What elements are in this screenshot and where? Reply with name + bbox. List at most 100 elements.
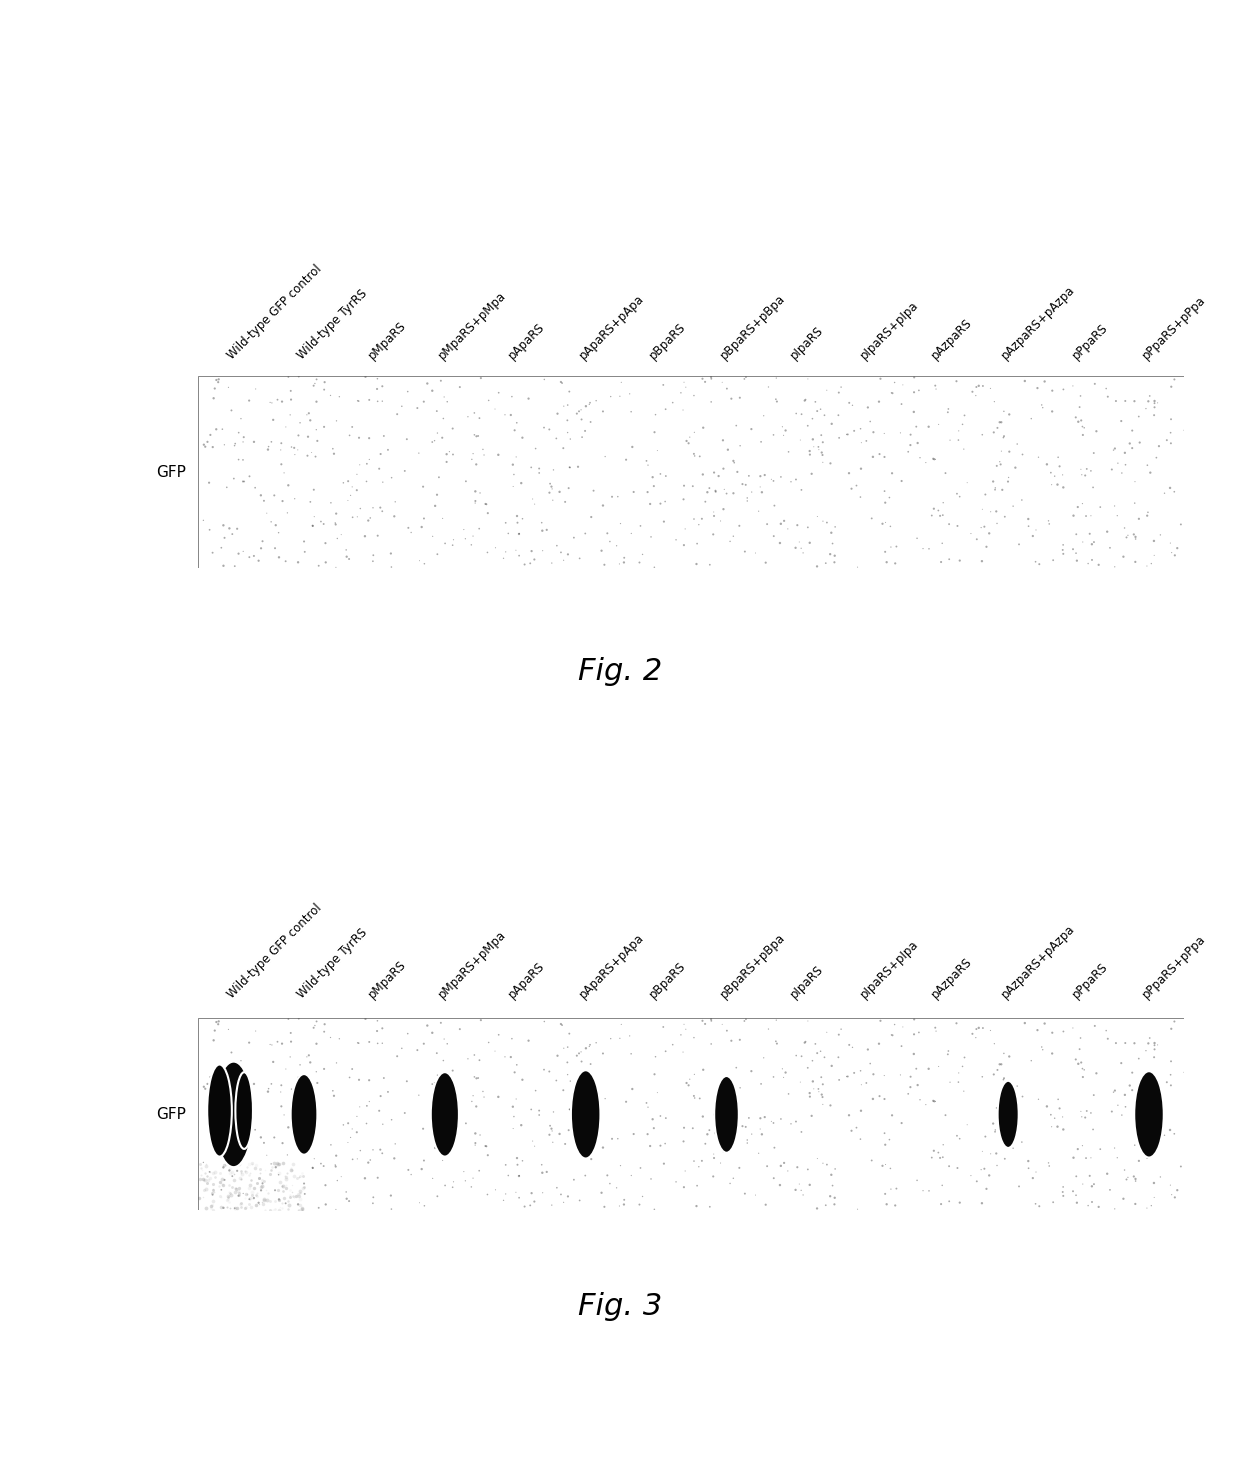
Point xyxy=(1100,536,1120,559)
Point xyxy=(673,1129,693,1153)
Point xyxy=(279,1007,299,1030)
Point xyxy=(1003,1137,1023,1160)
Point xyxy=(1018,515,1038,539)
Point xyxy=(1085,1014,1105,1038)
Point xyxy=(350,427,370,450)
Point xyxy=(771,465,791,489)
Point xyxy=(994,1067,1014,1091)
Point xyxy=(465,1044,485,1067)
Point xyxy=(263,407,283,431)
Point xyxy=(246,1153,265,1176)
Point xyxy=(269,1188,289,1212)
Point xyxy=(259,435,279,459)
Point xyxy=(771,512,791,536)
Point xyxy=(244,1187,264,1210)
Point xyxy=(502,1027,522,1051)
Point xyxy=(224,434,244,458)
Point xyxy=(267,1151,286,1175)
Point xyxy=(761,468,781,492)
Point xyxy=(260,1190,280,1213)
Point xyxy=(196,1154,216,1178)
Point xyxy=(781,469,801,493)
Point xyxy=(511,471,531,494)
Point xyxy=(704,1103,724,1126)
Point xyxy=(511,1113,531,1137)
Point xyxy=(1162,540,1182,564)
Point xyxy=(768,1032,787,1055)
Point xyxy=(281,1077,301,1101)
Point xyxy=(303,514,322,537)
Point xyxy=(728,461,748,484)
Point xyxy=(955,403,975,427)
Point xyxy=(466,1095,486,1119)
Point xyxy=(314,1020,334,1044)
Point xyxy=(766,387,786,410)
Point xyxy=(347,1104,367,1128)
Point xyxy=(720,1172,740,1196)
Point xyxy=(283,1179,303,1203)
Point xyxy=(505,419,525,443)
Point xyxy=(666,528,686,552)
Point xyxy=(696,1013,715,1036)
Point xyxy=(851,1100,870,1123)
Text: pPpaRS+pPpa: pPpaRS+pPpa xyxy=(1140,933,1208,1001)
Text: Wild-type TyrRS: Wild-type TyrRS xyxy=(295,286,370,362)
Point xyxy=(987,512,1007,536)
Point xyxy=(904,1023,924,1046)
Point xyxy=(704,500,724,524)
Point xyxy=(280,1185,300,1209)
Ellipse shape xyxy=(998,1080,1019,1148)
Point xyxy=(228,421,248,444)
Point xyxy=(285,1085,305,1108)
Point xyxy=(1023,524,1043,548)
Point xyxy=(1174,1061,1194,1085)
Point xyxy=(305,1086,325,1110)
Point xyxy=(1145,1185,1164,1209)
Point xyxy=(932,1173,952,1197)
Point xyxy=(1039,1154,1059,1178)
Point xyxy=(496,540,516,564)
Point xyxy=(246,1194,265,1218)
Point xyxy=(278,500,298,524)
Point xyxy=(229,1184,249,1207)
Point xyxy=(972,549,992,573)
Point xyxy=(651,1104,671,1128)
Point xyxy=(503,1104,523,1128)
Point xyxy=(957,1113,977,1137)
Point xyxy=(1141,1194,1161,1218)
Point xyxy=(278,1142,298,1166)
Text: pAzpaRS: pAzpaRS xyxy=(929,316,975,362)
Point xyxy=(830,1069,849,1092)
Point xyxy=(321,1026,341,1049)
Point xyxy=(363,496,383,520)
Point xyxy=(1126,1169,1146,1193)
Point xyxy=(795,388,815,412)
Point xyxy=(603,1128,622,1151)
Point xyxy=(197,1072,217,1095)
Point xyxy=(228,1184,248,1207)
Point xyxy=(534,1010,554,1033)
Point xyxy=(600,530,620,554)
Point xyxy=(940,1070,960,1094)
Point xyxy=(909,1020,929,1044)
Point xyxy=(432,369,451,393)
Point xyxy=(262,1157,281,1181)
Point xyxy=(465,1131,485,1154)
Point xyxy=(723,1123,743,1147)
Point xyxy=(1174,419,1194,443)
Point xyxy=(239,545,259,568)
Point xyxy=(987,1058,1007,1082)
Point xyxy=(713,428,733,452)
Point xyxy=(414,1148,434,1172)
Point xyxy=(433,1148,453,1172)
Point xyxy=(304,1120,324,1144)
Point xyxy=(1097,520,1117,543)
Point xyxy=(485,1039,505,1063)
Point xyxy=(1025,518,1045,542)
Point xyxy=(202,1162,222,1185)
Point xyxy=(587,388,606,412)
Point xyxy=(280,1179,300,1203)
Point xyxy=(950,549,970,573)
Point xyxy=(962,379,982,403)
Point xyxy=(1164,480,1184,503)
